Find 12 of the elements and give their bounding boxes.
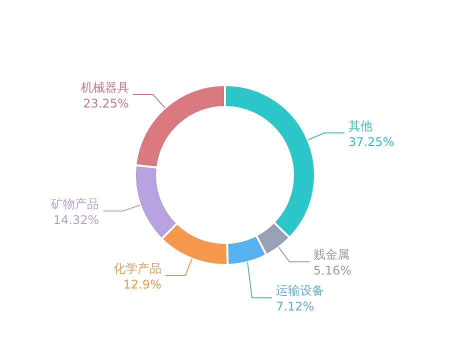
slice-label: 其他 — [348, 118, 372, 133]
slice-label: 矿物产品 — [50, 197, 100, 212]
data-label: 37.25% — [348, 134, 394, 149]
data-label: 14.32% — [53, 213, 100, 228]
data-label: 12.9% — [123, 277, 162, 292]
data-label: 5.16% — [313, 264, 352, 278]
slice-label: 贱金属 — [313, 248, 350, 262]
slice-label: 运输设备 — [276, 284, 324, 298]
slice-label: 化学产品 — [113, 261, 162, 276]
slice-label: 机械器具 — [80, 80, 129, 95]
data-label: 23.25% — [83, 96, 129, 111]
data-label: 7.12% — [276, 300, 314, 314]
